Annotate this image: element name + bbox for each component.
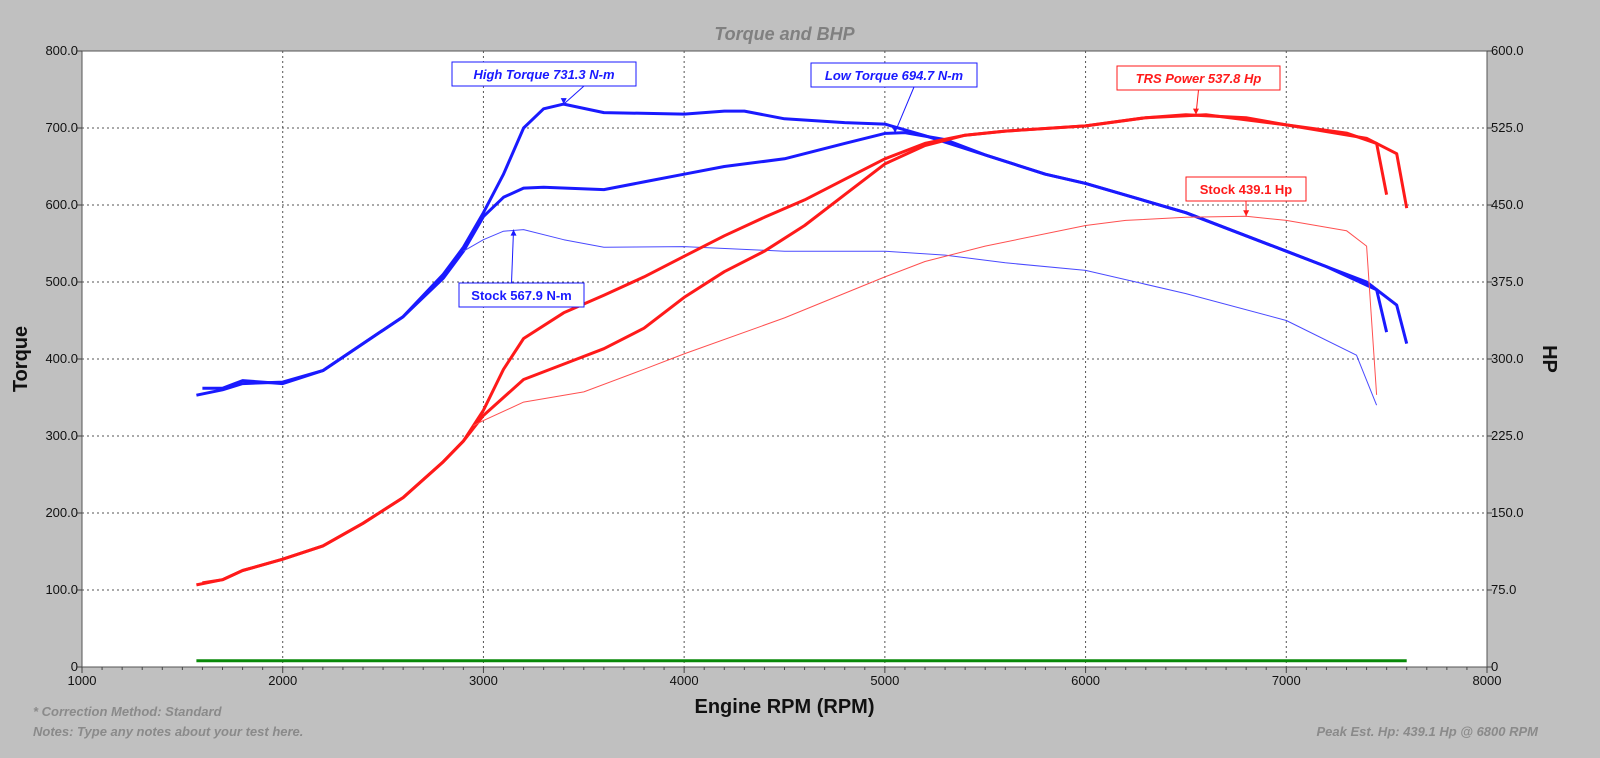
annotation-box: [451, 61, 637, 87]
annotation-label: Stock 439.1 Hp: [1200, 182, 1293, 197]
annotation-arrow: [1192, 108, 1199, 115]
y-axis-label: Torque: [10, 326, 32, 392]
x-tick-label: 8000: [1473, 673, 1502, 688]
x-axis-label: Engine RPM (RPM): [695, 696, 875, 718]
y2-tick-label: 0: [1491, 659, 1498, 674]
annotation-arrow: [510, 229, 517, 236]
series-line-stock-power: [473, 215, 1378, 427]
series-line-low-torque: [202, 131, 1389, 390]
annotation-arrow: [891, 126, 898, 133]
y-tick-label: 600.0: [45, 197, 78, 212]
y2-axis-label: HP: [1538, 345, 1560, 373]
x-tick-label: 7000: [1272, 673, 1301, 688]
peak-hp-note: Peak Est. Hp: 439.1 Hp @ 6800 RPM: [1316, 724, 1539, 739]
y-tick-label: 200.0: [45, 505, 78, 520]
y-tick-label: 700.0: [45, 120, 78, 135]
x-tick-label: 4000: [670, 673, 699, 688]
x-tick-label: 6000: [1071, 673, 1100, 688]
y2-tick-label: 300.0: [1491, 351, 1524, 366]
test-notes: Notes: Type any notes about your test he…: [33, 724, 304, 739]
y2-tick-label: 150.0: [1491, 505, 1524, 520]
annotation-label: High Torque 731.3 N-m: [473, 67, 615, 82]
x-tick-label: 1000: [68, 673, 97, 688]
correction-method-note: * Correction Method: Standard: [33, 704, 222, 719]
annotation-arrow: [1243, 210, 1250, 217]
annotation-box: [810, 62, 978, 88]
y2-tick-label: 525.0: [1491, 120, 1524, 135]
y-tick-label: 800.0: [45, 43, 78, 58]
y2-tick-label: 600.0: [1491, 43, 1524, 58]
annotation-box: [458, 282, 585, 308]
y-tick-label: 0: [71, 659, 78, 674]
y-tick-label: 500.0: [45, 274, 78, 289]
y-tick-label: 100.0: [45, 582, 78, 597]
y2-tick-label: 375.0: [1491, 274, 1524, 289]
annotation-box: [1116, 65, 1281, 91]
annotation-label: Low Torque 694.7 N-m: [825, 68, 964, 83]
x-tick-label: 3000: [469, 673, 498, 688]
x-tick-label: 2000: [268, 673, 297, 688]
annotation-label: Stock 567.9 N-m: [471, 288, 571, 303]
y-tick-label: 400.0: [45, 351, 78, 366]
y2-tick-label: 225.0: [1491, 428, 1524, 443]
y2-tick-label: 75.0: [1491, 582, 1516, 597]
annotation-box: [1185, 176, 1307, 202]
annotation-leader: [894, 86, 915, 133]
x-tick-label: 5000: [870, 673, 899, 688]
y-tick-label: 300.0: [45, 428, 78, 443]
series-line-low-torque-power: [202, 113, 1409, 585]
annotation-leader: [511, 229, 515, 284]
annotation-leader: [563, 85, 585, 105]
annotation-label: TRS Power 537.8 Hp: [1136, 71, 1262, 86]
chart-title: Torque and BHP: [714, 24, 855, 44]
annotation-arrow: [560, 98, 567, 105]
y2-tick-label: 450.0: [1491, 197, 1524, 212]
